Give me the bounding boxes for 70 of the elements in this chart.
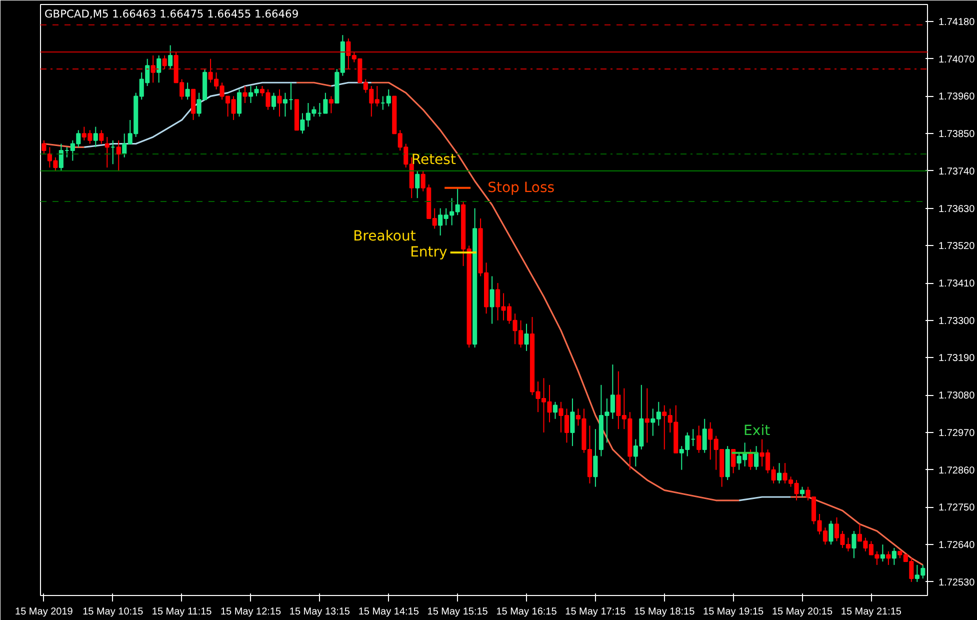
y-tick-label: 1.73740 [938, 166, 976, 178]
candlestick [99, 130, 104, 144]
candlestick [156, 54, 162, 84]
x-tick-label: 15 May 16:15 [496, 606, 558, 618]
annotation: Entry [410, 244, 448, 260]
y-tick-label: 1.72750 [938, 502, 976, 514]
x-tick-label: 15 May 19:15 [703, 606, 764, 618]
candlestick [777, 462, 782, 484]
annotation: Exit [744, 422, 771, 439]
candlestick [593, 428, 598, 488]
candlestick [702, 418, 707, 454]
x-tick-label: 15 May 11:15 [152, 606, 212, 618]
candlestick [236, 88, 242, 118]
annotation: Stop Loss [488, 180, 555, 196]
candlestick [277, 88, 282, 118]
x-tick-label: 15 May 14:15 [358, 606, 420, 618]
x-tick-label: 15 May 15:15 [427, 606, 488, 618]
candlestick [415, 170, 420, 199]
candlestick [162, 54, 167, 70]
candlestick [116, 140, 121, 172]
y-tick-label: 1.73080 [938, 390, 976, 402]
candlestick [852, 530, 856, 559]
candlestick [168, 44, 173, 70]
candlestick [754, 446, 759, 470]
candlestick [880, 544, 885, 562]
chart-title: GBPCAD,M5 1.66463 1.66475 1.66455 1.66469 [44, 8, 299, 20]
candlestick [150, 54, 156, 84]
x-tick-label: 15 May 2019 [15, 606, 74, 618]
candlestick [696, 425, 702, 454]
candlestick [185, 82, 190, 100]
candlestick [828, 520, 834, 546]
x-tick-label: 15 May 18:15 [634, 606, 696, 618]
x-tick-label: 15 May 21:15 [840, 606, 902, 618]
line-series [83, 82, 298, 148]
x-tick-label: 15 May 12:15 [220, 606, 282, 618]
candlestick [271, 92, 276, 110]
y-tick-label: 1.73300 [938, 316, 976, 327]
x-tick-label: 15 May 17:15 [565, 606, 626, 618]
candlestick [42, 140, 46, 154]
x-tick-label: 15 May 10:15 [82, 606, 144, 618]
candlestick [93, 126, 98, 148]
y-tick-label: 1.72640 [938, 540, 976, 552]
y-tick-label: 1.73520 [938, 241, 976, 252]
candlestick [104, 136, 110, 168]
y-tick-label: 1.73410 [938, 278, 976, 290]
y-tick-label: 1.72530 [938, 577, 976, 588]
candlestick [242, 86, 248, 104]
annotation: Retest [411, 152, 456, 168]
candlestick [886, 550, 891, 566]
candlestick [570, 398, 575, 447]
y-tick-label: 1.72970 [938, 428, 976, 439]
y-tick-label: 1.72860 [938, 465, 976, 476]
candlestick [328, 96, 334, 114]
candlestick [191, 88, 196, 120]
candlestick [892, 547, 896, 566]
y-tick-label: 1.73190 [938, 353, 976, 364]
x-tick-label: 15 May 20:15 [772, 606, 833, 618]
y-tick-label: 1.74070 [938, 54, 976, 66]
annotation: Breakout [353, 228, 416, 244]
candlestick [490, 276, 494, 324]
y-tick-label: 1.73630 [938, 204, 976, 215]
y-tick-label: 1.73850 [938, 129, 976, 140]
y-tick-label: 1.74180 [938, 16, 976, 28]
candlestick [386, 88, 391, 107]
candlestick [524, 323, 529, 352]
y-tick-label: 1.73960 [938, 92, 976, 103]
candlestick [644, 388, 650, 444]
x-tick-label: 15 May 13:15 [289, 606, 350, 618]
candlestick [800, 486, 805, 498]
candlestick [552, 401, 558, 420]
